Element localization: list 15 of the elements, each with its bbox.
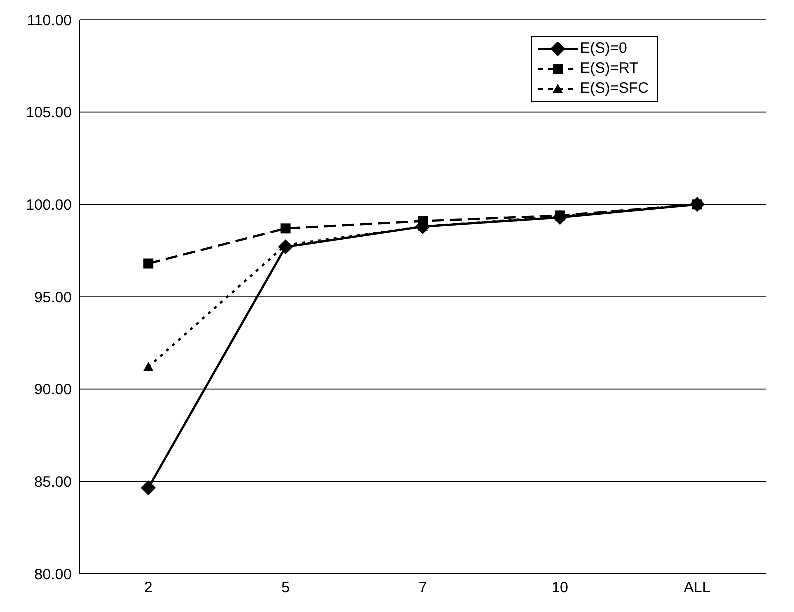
legend-label: E(S)=0 <box>580 39 628 59</box>
y-tick-label: 110.00 <box>27 12 72 30</box>
y-tick-label: 105.00 <box>26 104 72 122</box>
y-tick-label: 90.00 <box>34 382 72 399</box>
x-tick-label: 10 <box>552 580 569 597</box>
x-tick-label: 7 <box>418 580 428 597</box>
x-tick-label: 2 <box>144 580 153 597</box>
x-tick-label: 5 <box>282 580 290 597</box>
legend-label: E(S)=RT <box>580 59 639 79</box>
y-tick-label: 100.00 <box>26 196 72 214</box>
y-tick-label: 80.00 <box>34 566 72 584</box>
x-tick-label: ALL <box>684 580 711 597</box>
legend-label: E(S)=SFC <box>580 79 649 99</box>
y-tick-label: 95.00 <box>34 289 72 306</box>
y-tick-label: 85.00 <box>34 474 72 491</box>
